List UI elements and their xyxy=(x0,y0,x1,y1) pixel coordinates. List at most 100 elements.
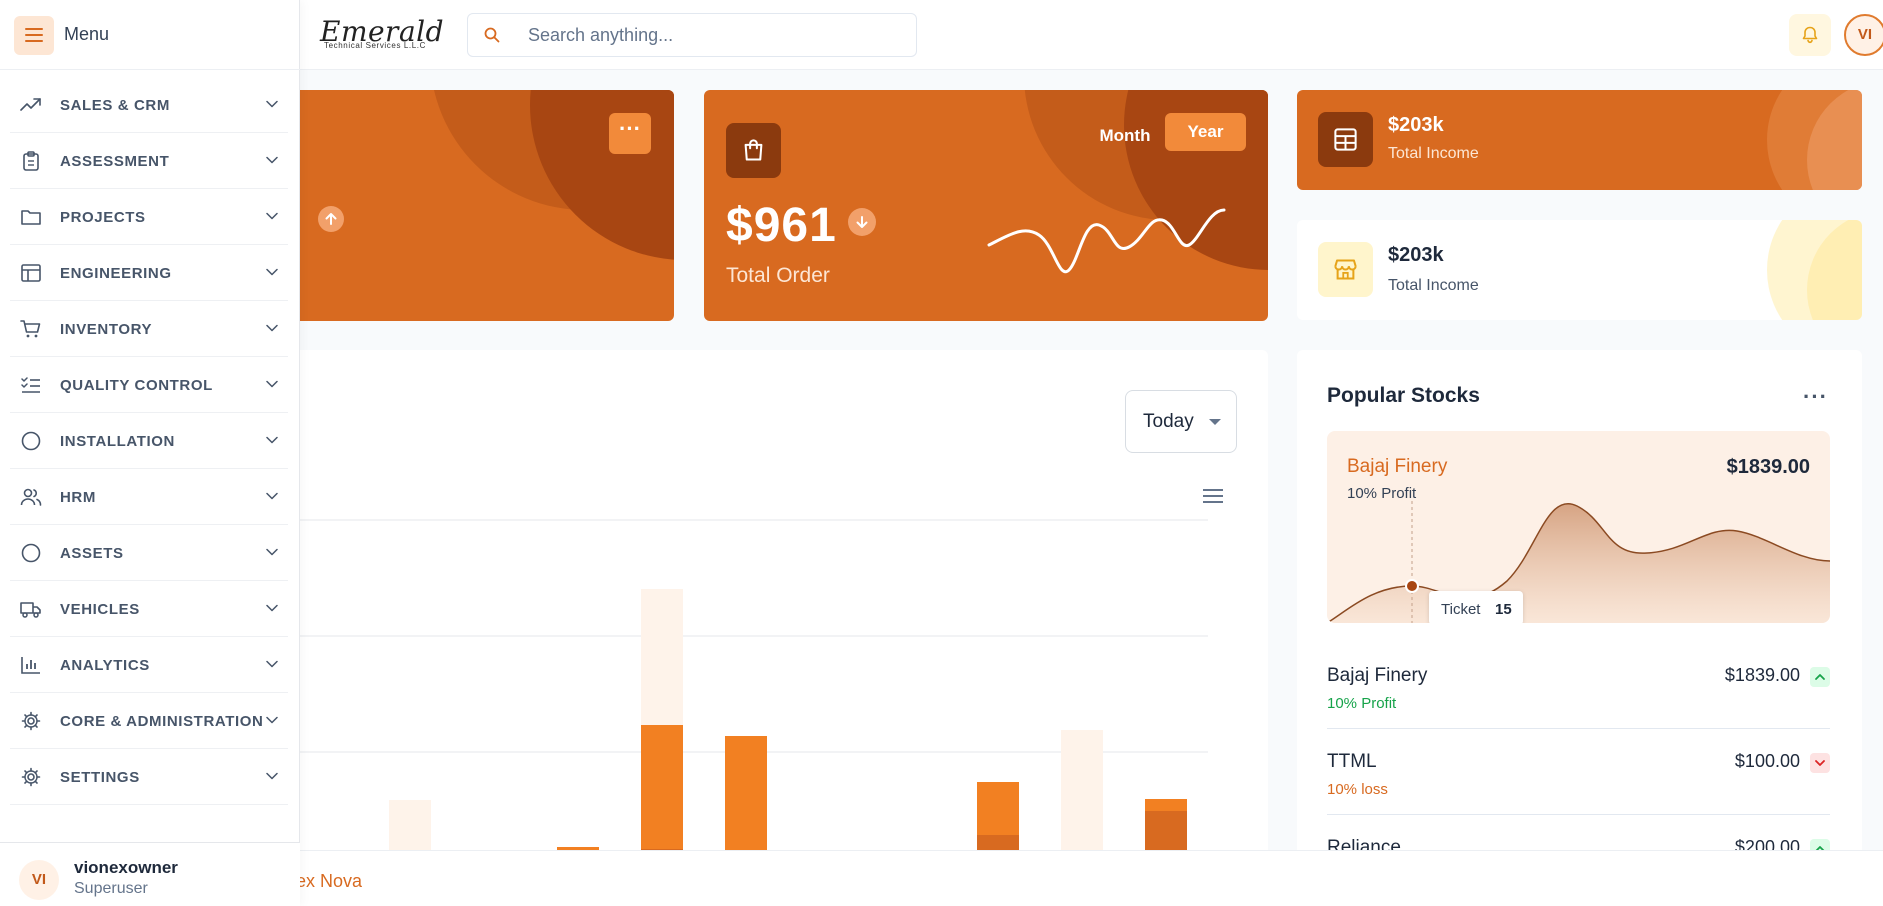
hamburger-icon xyxy=(25,28,43,42)
chevron-down-icon xyxy=(266,604,278,612)
gear-icon xyxy=(21,767,41,787)
shopping-bag-icon xyxy=(726,123,781,178)
menu-toggle-button[interactable] xyxy=(14,16,54,55)
income-value: $203k xyxy=(1388,244,1444,266)
sidebar-item-installation[interactable]: INSTALLATION xyxy=(10,413,288,469)
chevron-down-icon xyxy=(266,436,278,444)
stock-highlight-name: Bajaj Finery xyxy=(1347,456,1448,477)
notifications-button[interactable] xyxy=(1789,14,1831,56)
trend-down-icon xyxy=(1810,753,1830,773)
sidebar-item-label: HRM xyxy=(60,489,96,506)
earning-card: ··· xyxy=(250,90,674,321)
user-avatar[interactable]: VI xyxy=(1844,14,1883,56)
period-select[interactable]: Today xyxy=(1125,390,1237,453)
sidebar-item-core-administration[interactable]: CORE & ADMINISTRATION xyxy=(10,693,288,749)
sidebar-item-settings[interactable]: SETTINGS xyxy=(10,749,288,805)
chart-bar xyxy=(1061,730,1103,853)
top-bar: Emerald Technical Services L.L.C VI xyxy=(0,0,1883,70)
sidebar-header: Menu xyxy=(0,0,300,70)
chevron-down-icon xyxy=(266,100,278,108)
stock-name: Bajaj Finery xyxy=(1327,665,1428,686)
total-order-value: $961 xyxy=(726,199,837,252)
chart-bar xyxy=(1145,799,1187,811)
sidebar-item-label: CORE & ADMINISTRATION xyxy=(60,713,264,730)
chart-marker xyxy=(1405,579,1419,593)
chevron-down-icon xyxy=(266,548,278,556)
stock-row[interactable]: TTML $100.00 10% loss xyxy=(1327,729,1830,815)
sidebar-item-hrm[interactable]: HRM xyxy=(10,469,288,525)
sidebar-item-inventory[interactable]: INVENTORY xyxy=(10,301,288,357)
chevron-down-icon xyxy=(266,156,278,164)
sidebar-item-quality-control[interactable]: QUALITY CONTROL xyxy=(10,357,288,413)
arrow-up-icon xyxy=(318,206,344,232)
chart-bar xyxy=(977,782,1019,835)
chevron-down-icon xyxy=(1209,419,1221,425)
chart-bar xyxy=(1145,811,1187,853)
income-label: Total Income xyxy=(1388,277,1479,294)
stock-highlight-price: $1839.00 xyxy=(1726,456,1810,478)
chart-bar xyxy=(641,725,683,849)
search-icon xyxy=(484,27,500,43)
chevron-down-icon xyxy=(266,324,278,332)
sidebar-item-assessment[interactable]: ASSESSMENT xyxy=(10,133,288,189)
page-footer: ex Nova xyxy=(250,850,1883,906)
sidebar-item-assets[interactable]: ASSETS xyxy=(10,525,288,581)
card-decoration xyxy=(530,90,674,260)
order-sparkline xyxy=(987,208,1226,274)
trending-up-icon xyxy=(20,98,41,111)
income-value: $203k xyxy=(1388,114,1444,136)
stocks-more-button[interactable]: ··· xyxy=(1803,384,1828,409)
toggle-month[interactable]: Month xyxy=(1099,126,1151,145)
popular-stocks-title: Popular Stocks xyxy=(1327,384,1480,407)
sidebar-item-analytics[interactable]: ANALYTICS xyxy=(10,637,288,693)
clipboard-icon xyxy=(23,151,39,171)
chevron-down-icon xyxy=(266,772,278,780)
sidebar-item-label: INVENTORY xyxy=(60,321,153,338)
sidebar-user[interactable]: VI vionexowner Superuser xyxy=(0,842,300,906)
card-more-button[interactable]: ··· xyxy=(609,113,651,154)
stock-highlight-chart: Bajaj Finery $1839.00 10% Profit Ticket … xyxy=(1327,431,1830,623)
company-logo[interactable]: Emerald Technical Services L.L.C xyxy=(320,15,444,51)
stock-highlight-change: 10% Profit xyxy=(1347,485,1417,502)
sidebar-item-label: PROJECTS xyxy=(60,209,146,226)
users-icon xyxy=(20,488,42,506)
cart-icon xyxy=(20,320,41,338)
chevron-down-icon xyxy=(266,212,278,220)
total-income-card-dark: $203k Total Income xyxy=(1297,90,1862,190)
sidebar-item-engineering[interactable]: ENGINEERING xyxy=(10,245,288,301)
chevron-down-icon xyxy=(266,380,278,388)
stock-price: $100.00 xyxy=(1734,751,1800,771)
stock-area-chart xyxy=(1327,501,1830,623)
chart-bar xyxy=(641,589,683,725)
bar-chart-icon xyxy=(21,657,40,674)
tooltip-label: Ticket xyxy=(1441,601,1481,618)
sidebar-item-label: ANALYTICS xyxy=(60,657,150,674)
chart-menu-icon[interactable] xyxy=(1202,488,1224,504)
income-label: Total Income xyxy=(1388,145,1479,162)
sidebar-item-label: ASSETS xyxy=(60,545,124,562)
stock-change: 10% loss xyxy=(1327,781,1388,798)
footer-text[interactable]: ex Nova xyxy=(296,871,363,891)
total-income-card-light: $203k Total Income xyxy=(1297,220,1862,320)
bell-icon xyxy=(1802,26,1818,44)
stock-price: $1839.00 xyxy=(1724,665,1800,685)
sidebar-item-projects[interactable]: PROJECTS xyxy=(10,189,288,245)
sidebar-item-sales-crm[interactable]: SALES & CRM xyxy=(10,77,288,133)
popular-stocks-card: Popular Stocks ··· Bajaj Finery $1839.00… xyxy=(1297,350,1862,906)
stock-name: TTML xyxy=(1327,751,1377,772)
toggle-year[interactable]: Year xyxy=(1165,113,1246,151)
chevron-down-icon xyxy=(266,660,278,668)
truck-icon xyxy=(20,602,41,618)
table-icon xyxy=(1318,112,1373,167)
tooltip-value: 15 xyxy=(1495,601,1512,618)
chart-tooltip: Ticket 15 xyxy=(1429,591,1523,623)
total-order-label: Total Order xyxy=(726,264,830,287)
search-input[interactable] xyxy=(528,14,908,56)
sidebar-item-label: VEHICLES xyxy=(60,601,140,618)
logo-sub-text: Technical Services L.L.C xyxy=(324,41,426,50)
sidebar-item-vehicles[interactable]: VEHICLES xyxy=(10,581,288,637)
user-role: Superuser xyxy=(74,880,148,897)
stock-row[interactable]: Bajaj Finery $1839.00 10% Profit xyxy=(1327,643,1830,729)
chevron-down-icon xyxy=(266,492,278,500)
sidebar-item-label: ENGINEERING xyxy=(60,265,172,282)
